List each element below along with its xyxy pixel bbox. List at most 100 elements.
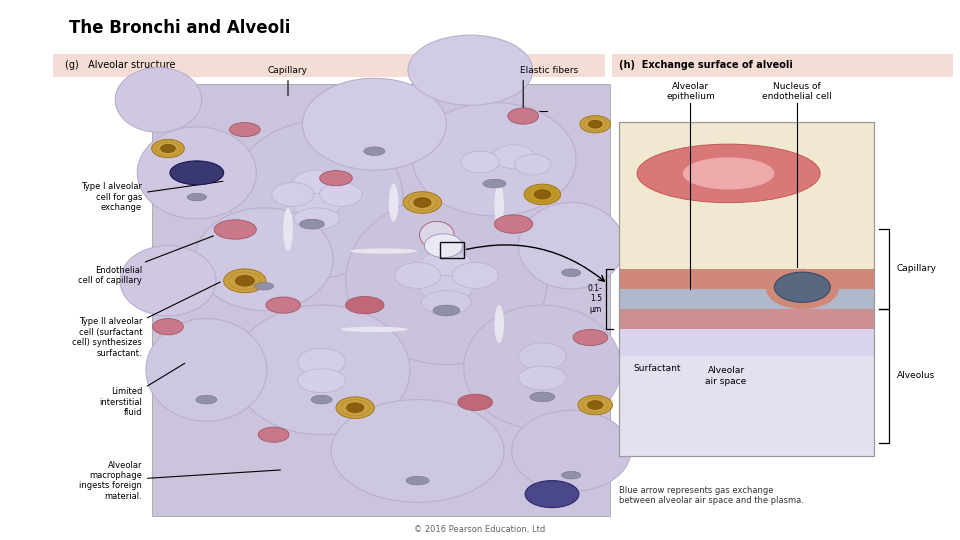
- Ellipse shape: [311, 395, 332, 404]
- Bar: [619, 329, 874, 356]
- Ellipse shape: [530, 392, 555, 402]
- Ellipse shape: [146, 319, 267, 421]
- Bar: [619, 309, 874, 329]
- Ellipse shape: [214, 220, 256, 239]
- Ellipse shape: [562, 269, 581, 276]
- Ellipse shape: [766, 269, 839, 309]
- Ellipse shape: [195, 208, 333, 310]
- Text: Alveolar
air space: Alveolar air space: [706, 366, 747, 386]
- Ellipse shape: [420, 250, 472, 279]
- Ellipse shape: [302, 78, 446, 170]
- Ellipse shape: [775, 272, 830, 302]
- Ellipse shape: [298, 348, 346, 375]
- Ellipse shape: [224, 269, 266, 293]
- Ellipse shape: [347, 403, 364, 413]
- Ellipse shape: [492, 145, 535, 168]
- Ellipse shape: [364, 147, 385, 156]
- Text: Type I alveolar
cell for gas
exchange: Type I alveolar cell for gas exchange: [81, 181, 223, 212]
- Ellipse shape: [637, 144, 820, 202]
- Ellipse shape: [341, 327, 408, 332]
- Ellipse shape: [229, 123, 260, 137]
- Text: Type II alveolar
cell (surfactant
cell) synthesizes
surfactant.: Type II alveolar cell (surfactant cell) …: [72, 282, 220, 357]
- Text: Alveolar
epithelium: Alveolar epithelium: [666, 82, 715, 101]
- Ellipse shape: [452, 262, 498, 288]
- Bar: [53, 54, 605, 77]
- Ellipse shape: [588, 120, 602, 128]
- Ellipse shape: [320, 171, 352, 186]
- Ellipse shape: [320, 183, 362, 206]
- Bar: [152, 84, 610, 516]
- Ellipse shape: [494, 305, 504, 343]
- Ellipse shape: [350, 248, 418, 254]
- Text: Nucleus of
endothelial cell: Nucleus of endothelial cell: [762, 82, 832, 101]
- Bar: [619, 289, 874, 309]
- Ellipse shape: [331, 400, 504, 502]
- Ellipse shape: [187, 193, 206, 201]
- Ellipse shape: [153, 319, 183, 335]
- Ellipse shape: [235, 275, 254, 286]
- Ellipse shape: [515, 154, 551, 175]
- Text: Fused
basement
membranes: Fused basement membranes: [757, 317, 811, 347]
- Text: The Bronchi and Alveoli: The Bronchi and Alveoli: [69, 19, 291, 37]
- Ellipse shape: [512, 410, 631, 491]
- Ellipse shape: [518, 343, 566, 370]
- Ellipse shape: [170, 161, 224, 185]
- Ellipse shape: [518, 366, 566, 390]
- Ellipse shape: [406, 476, 429, 485]
- Ellipse shape: [403, 192, 442, 213]
- Ellipse shape: [160, 144, 176, 153]
- Ellipse shape: [494, 215, 533, 233]
- Ellipse shape: [254, 282, 274, 290]
- Ellipse shape: [518, 202, 624, 289]
- Ellipse shape: [120, 246, 216, 316]
- Ellipse shape: [420, 275, 472, 302]
- Ellipse shape: [272, 183, 314, 206]
- Ellipse shape: [420, 221, 454, 248]
- Ellipse shape: [414, 198, 431, 207]
- Ellipse shape: [464, 305, 621, 429]
- Text: Endothelial
cell of capillary: Endothelial cell of capillary: [78, 236, 213, 285]
- Bar: [440, 242, 464, 258]
- Ellipse shape: [258, 427, 289, 442]
- Text: Endothelium: Endothelium: [629, 299, 686, 308]
- Ellipse shape: [300, 219, 324, 229]
- Bar: [612, 54, 953, 77]
- Text: Capillary: Capillary: [268, 65, 308, 75]
- Ellipse shape: [508, 108, 539, 124]
- Ellipse shape: [298, 369, 346, 393]
- Ellipse shape: [483, 179, 506, 188]
- Ellipse shape: [562, 471, 581, 479]
- Ellipse shape: [336, 397, 374, 418]
- Ellipse shape: [421, 291, 471, 314]
- Ellipse shape: [433, 305, 460, 316]
- Text: Plasma: Plasma: [709, 299, 742, 308]
- Text: 0.1-
1.5
μm: 0.1- 1.5 μm: [588, 284, 602, 314]
- Bar: [619, 309, 874, 456]
- Ellipse shape: [578, 395, 612, 415]
- Ellipse shape: [293, 193, 341, 217]
- Text: (g)   Alveolar structure: (g) Alveolar structure: [65, 60, 176, 70]
- Bar: [619, 122, 874, 309]
- Text: Surfactant: Surfactant: [634, 364, 681, 373]
- Ellipse shape: [115, 68, 202, 132]
- Ellipse shape: [293, 170, 341, 197]
- Ellipse shape: [413, 103, 576, 216]
- Ellipse shape: [461, 151, 499, 173]
- Ellipse shape: [266, 297, 300, 313]
- Text: Capillary: Capillary: [897, 264, 937, 273]
- Ellipse shape: [395, 262, 441, 288]
- Ellipse shape: [196, 395, 217, 404]
- Ellipse shape: [389, 184, 398, 221]
- Text: Blue arrow represents gas exchange
between alveolar air space and the plasma.: Blue arrow represents gas exchange betwe…: [619, 486, 804, 505]
- Bar: [619, 122, 874, 456]
- Text: RBC: RBC: [706, 168, 726, 178]
- Ellipse shape: [152, 139, 184, 158]
- Ellipse shape: [683, 157, 775, 190]
- Ellipse shape: [588, 401, 603, 409]
- Bar: [619, 269, 874, 289]
- Ellipse shape: [524, 184, 561, 205]
- Text: Limited
interstitial
fluid: Limited interstitial fluid: [99, 363, 185, 417]
- Ellipse shape: [283, 208, 293, 251]
- Ellipse shape: [230, 122, 403, 278]
- Ellipse shape: [137, 127, 256, 219]
